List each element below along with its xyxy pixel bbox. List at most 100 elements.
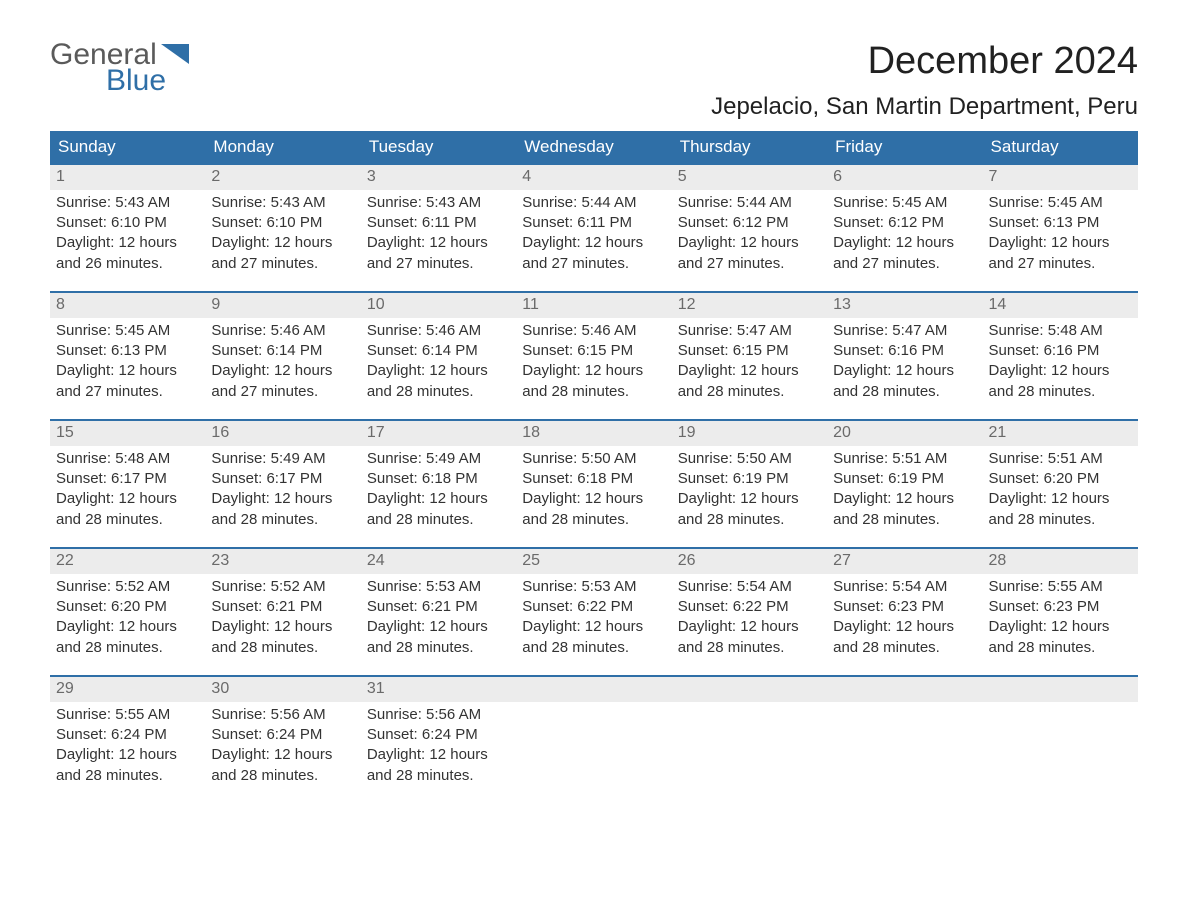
daylight-line-1: Daylight: 12 hours bbox=[56, 361, 199, 381]
weekday-header: Tuesday bbox=[361, 131, 516, 164]
sunset-line: Sunset: 6:18 PM bbox=[367, 469, 510, 489]
day-number: 4 bbox=[516, 165, 671, 190]
day-details: Sunrise: 5:49 AMSunset: 6:18 PMDaylight:… bbox=[361, 446, 516, 536]
daylight-line-2: and 27 minutes. bbox=[56, 382, 199, 402]
daylight-line-1: Daylight: 12 hours bbox=[678, 361, 821, 381]
sunset-line: Sunset: 6:21 PM bbox=[367, 597, 510, 617]
sunrise-line: Sunrise: 5:48 AM bbox=[989, 321, 1132, 341]
weekday-header: Sunday bbox=[50, 131, 205, 164]
day-details: Sunrise: 5:51 AMSunset: 6:19 PMDaylight:… bbox=[827, 446, 982, 536]
day-details: Sunrise: 5:46 AMSunset: 6:14 PMDaylight:… bbox=[361, 318, 516, 408]
calendar-cell: 19Sunrise: 5:50 AMSunset: 6:19 PMDayligh… bbox=[672, 420, 827, 548]
sunset-line: Sunset: 6:13 PM bbox=[989, 213, 1132, 233]
day-details: Sunrise: 5:50 AMSunset: 6:19 PMDaylight:… bbox=[672, 446, 827, 536]
daylight-line-1: Daylight: 12 hours bbox=[833, 361, 976, 381]
calendar-cell: 29Sunrise: 5:55 AMSunset: 6:24 PMDayligh… bbox=[50, 676, 205, 804]
day-number: 25 bbox=[516, 549, 671, 574]
day-number: 31 bbox=[361, 677, 516, 702]
calendar-row: 8Sunrise: 5:45 AMSunset: 6:13 PMDaylight… bbox=[50, 292, 1138, 420]
day-details: Sunrise: 5:47 AMSunset: 6:15 PMDaylight:… bbox=[672, 318, 827, 408]
daylight-line-1: Daylight: 12 hours bbox=[989, 233, 1132, 253]
day-details: Sunrise: 5:48 AMSunset: 6:16 PMDaylight:… bbox=[983, 318, 1138, 408]
daylight-line-2: and 27 minutes. bbox=[678, 254, 821, 274]
daylight-line-1: Daylight: 12 hours bbox=[56, 745, 199, 765]
day-details: Sunrise: 5:52 AMSunset: 6:21 PMDaylight:… bbox=[205, 574, 360, 664]
weekday-header: Monday bbox=[205, 131, 360, 164]
day-details: Sunrise: 5:45 AMSunset: 6:12 PMDaylight:… bbox=[827, 190, 982, 280]
calendar-row: 29Sunrise: 5:55 AMSunset: 6:24 PMDayligh… bbox=[50, 676, 1138, 804]
daylight-line-2: and 27 minutes. bbox=[833, 254, 976, 274]
daylight-line-1: Daylight: 12 hours bbox=[522, 617, 665, 637]
sunset-line: Sunset: 6:24 PM bbox=[367, 725, 510, 745]
day-number: 23 bbox=[205, 549, 360, 574]
calendar-cell: 11Sunrise: 5:46 AMSunset: 6:15 PMDayligh… bbox=[516, 292, 671, 420]
calendar-cell: 1Sunrise: 5:43 AMSunset: 6:10 PMDaylight… bbox=[50, 164, 205, 292]
daylight-line-1: Daylight: 12 hours bbox=[522, 233, 665, 253]
calendar-cell: 17Sunrise: 5:49 AMSunset: 6:18 PMDayligh… bbox=[361, 420, 516, 548]
daylight-line-1: Daylight: 12 hours bbox=[678, 233, 821, 253]
sunset-line: Sunset: 6:14 PM bbox=[211, 341, 354, 361]
daylight-line-2: and 28 minutes. bbox=[833, 638, 976, 658]
daylight-line-1: Daylight: 12 hours bbox=[678, 617, 821, 637]
calendar-cell: 24Sunrise: 5:53 AMSunset: 6:21 PMDayligh… bbox=[361, 548, 516, 676]
daylight-line-2: and 28 minutes. bbox=[989, 382, 1132, 402]
page-header: General Blue December 2024 Jepelacio, Sa… bbox=[50, 40, 1138, 121]
daylight-line-1: Daylight: 12 hours bbox=[522, 489, 665, 509]
day-details: Sunrise: 5:55 AMSunset: 6:24 PMDaylight:… bbox=[50, 702, 205, 792]
day-details: Sunrise: 5:56 AMSunset: 6:24 PMDaylight:… bbox=[205, 702, 360, 792]
day-number: 18 bbox=[516, 421, 671, 446]
day-details: Sunrise: 5:44 AMSunset: 6:12 PMDaylight:… bbox=[672, 190, 827, 280]
daylight-line-2: and 27 minutes. bbox=[211, 254, 354, 274]
day-details: Sunrise: 5:45 AMSunset: 6:13 PMDaylight:… bbox=[983, 190, 1138, 280]
calendar-cell: 18Sunrise: 5:50 AMSunset: 6:18 PMDayligh… bbox=[516, 420, 671, 548]
daylight-line-2: and 27 minutes. bbox=[367, 254, 510, 274]
day-number: 3 bbox=[361, 165, 516, 190]
sunrise-line: Sunrise: 5:46 AM bbox=[522, 321, 665, 341]
sunset-line: Sunset: 6:21 PM bbox=[211, 597, 354, 617]
title-block: December 2024 Jepelacio, San Martin Depa… bbox=[711, 40, 1138, 121]
daylight-line-1: Daylight: 12 hours bbox=[56, 617, 199, 637]
calendar-cell: 8Sunrise: 5:45 AMSunset: 6:13 PMDaylight… bbox=[50, 292, 205, 420]
daylight-line-2: and 28 minutes. bbox=[678, 382, 821, 402]
day-number: 8 bbox=[50, 293, 205, 318]
day-number: 10 bbox=[361, 293, 516, 318]
daylight-line-1: Daylight: 12 hours bbox=[989, 361, 1132, 381]
day-details: Sunrise: 5:55 AMSunset: 6:23 PMDaylight:… bbox=[983, 574, 1138, 664]
daylight-line-1: Daylight: 12 hours bbox=[367, 233, 510, 253]
daylight-line-2: and 28 minutes. bbox=[522, 510, 665, 530]
sunset-line: Sunset: 6:23 PM bbox=[989, 597, 1132, 617]
sunrise-line: Sunrise: 5:46 AM bbox=[367, 321, 510, 341]
day-details: Sunrise: 5:53 AMSunset: 6:22 PMDaylight:… bbox=[516, 574, 671, 664]
day-details: Sunrise: 5:49 AMSunset: 6:17 PMDaylight:… bbox=[205, 446, 360, 536]
day-number-empty bbox=[827, 677, 982, 702]
day-number: 1 bbox=[50, 165, 205, 190]
daylight-line-2: and 28 minutes. bbox=[56, 766, 199, 786]
calendar-cell: 13Sunrise: 5:47 AMSunset: 6:16 PMDayligh… bbox=[827, 292, 982, 420]
day-details: Sunrise: 5:46 AMSunset: 6:14 PMDaylight:… bbox=[205, 318, 360, 408]
sunrise-line: Sunrise: 5:53 AM bbox=[367, 577, 510, 597]
daylight-line-1: Daylight: 12 hours bbox=[833, 489, 976, 509]
sunset-line: Sunset: 6:24 PM bbox=[56, 725, 199, 745]
sunrise-line: Sunrise: 5:43 AM bbox=[211, 193, 354, 213]
daylight-line-2: and 28 minutes. bbox=[522, 382, 665, 402]
daylight-line-2: and 28 minutes. bbox=[211, 638, 354, 658]
calendar-cell: 3Sunrise: 5:43 AMSunset: 6:11 PMDaylight… bbox=[361, 164, 516, 292]
sunset-line: Sunset: 6:16 PM bbox=[833, 341, 976, 361]
sunrise-line: Sunrise: 5:55 AM bbox=[56, 705, 199, 725]
sunset-line: Sunset: 6:22 PM bbox=[678, 597, 821, 617]
sunrise-line: Sunrise: 5:54 AM bbox=[833, 577, 976, 597]
sunset-line: Sunset: 6:12 PM bbox=[833, 213, 976, 233]
daylight-line-1: Daylight: 12 hours bbox=[367, 361, 510, 381]
day-details: Sunrise: 5:46 AMSunset: 6:15 PMDaylight:… bbox=[516, 318, 671, 408]
calendar-cell: 15Sunrise: 5:48 AMSunset: 6:17 PMDayligh… bbox=[50, 420, 205, 548]
day-details: Sunrise: 5:53 AMSunset: 6:21 PMDaylight:… bbox=[361, 574, 516, 664]
sunset-line: Sunset: 6:19 PM bbox=[678, 469, 821, 489]
day-number: 27 bbox=[827, 549, 982, 574]
day-details: Sunrise: 5:54 AMSunset: 6:23 PMDaylight:… bbox=[827, 574, 982, 664]
daylight-line-2: and 28 minutes. bbox=[989, 638, 1132, 658]
daylight-line-2: and 26 minutes. bbox=[56, 254, 199, 274]
calendar-cell: 4Sunrise: 5:44 AMSunset: 6:11 PMDaylight… bbox=[516, 164, 671, 292]
daylight-line-2: and 28 minutes. bbox=[989, 510, 1132, 530]
weekday-header: Thursday bbox=[672, 131, 827, 164]
sunset-line: Sunset: 6:24 PM bbox=[211, 725, 354, 745]
